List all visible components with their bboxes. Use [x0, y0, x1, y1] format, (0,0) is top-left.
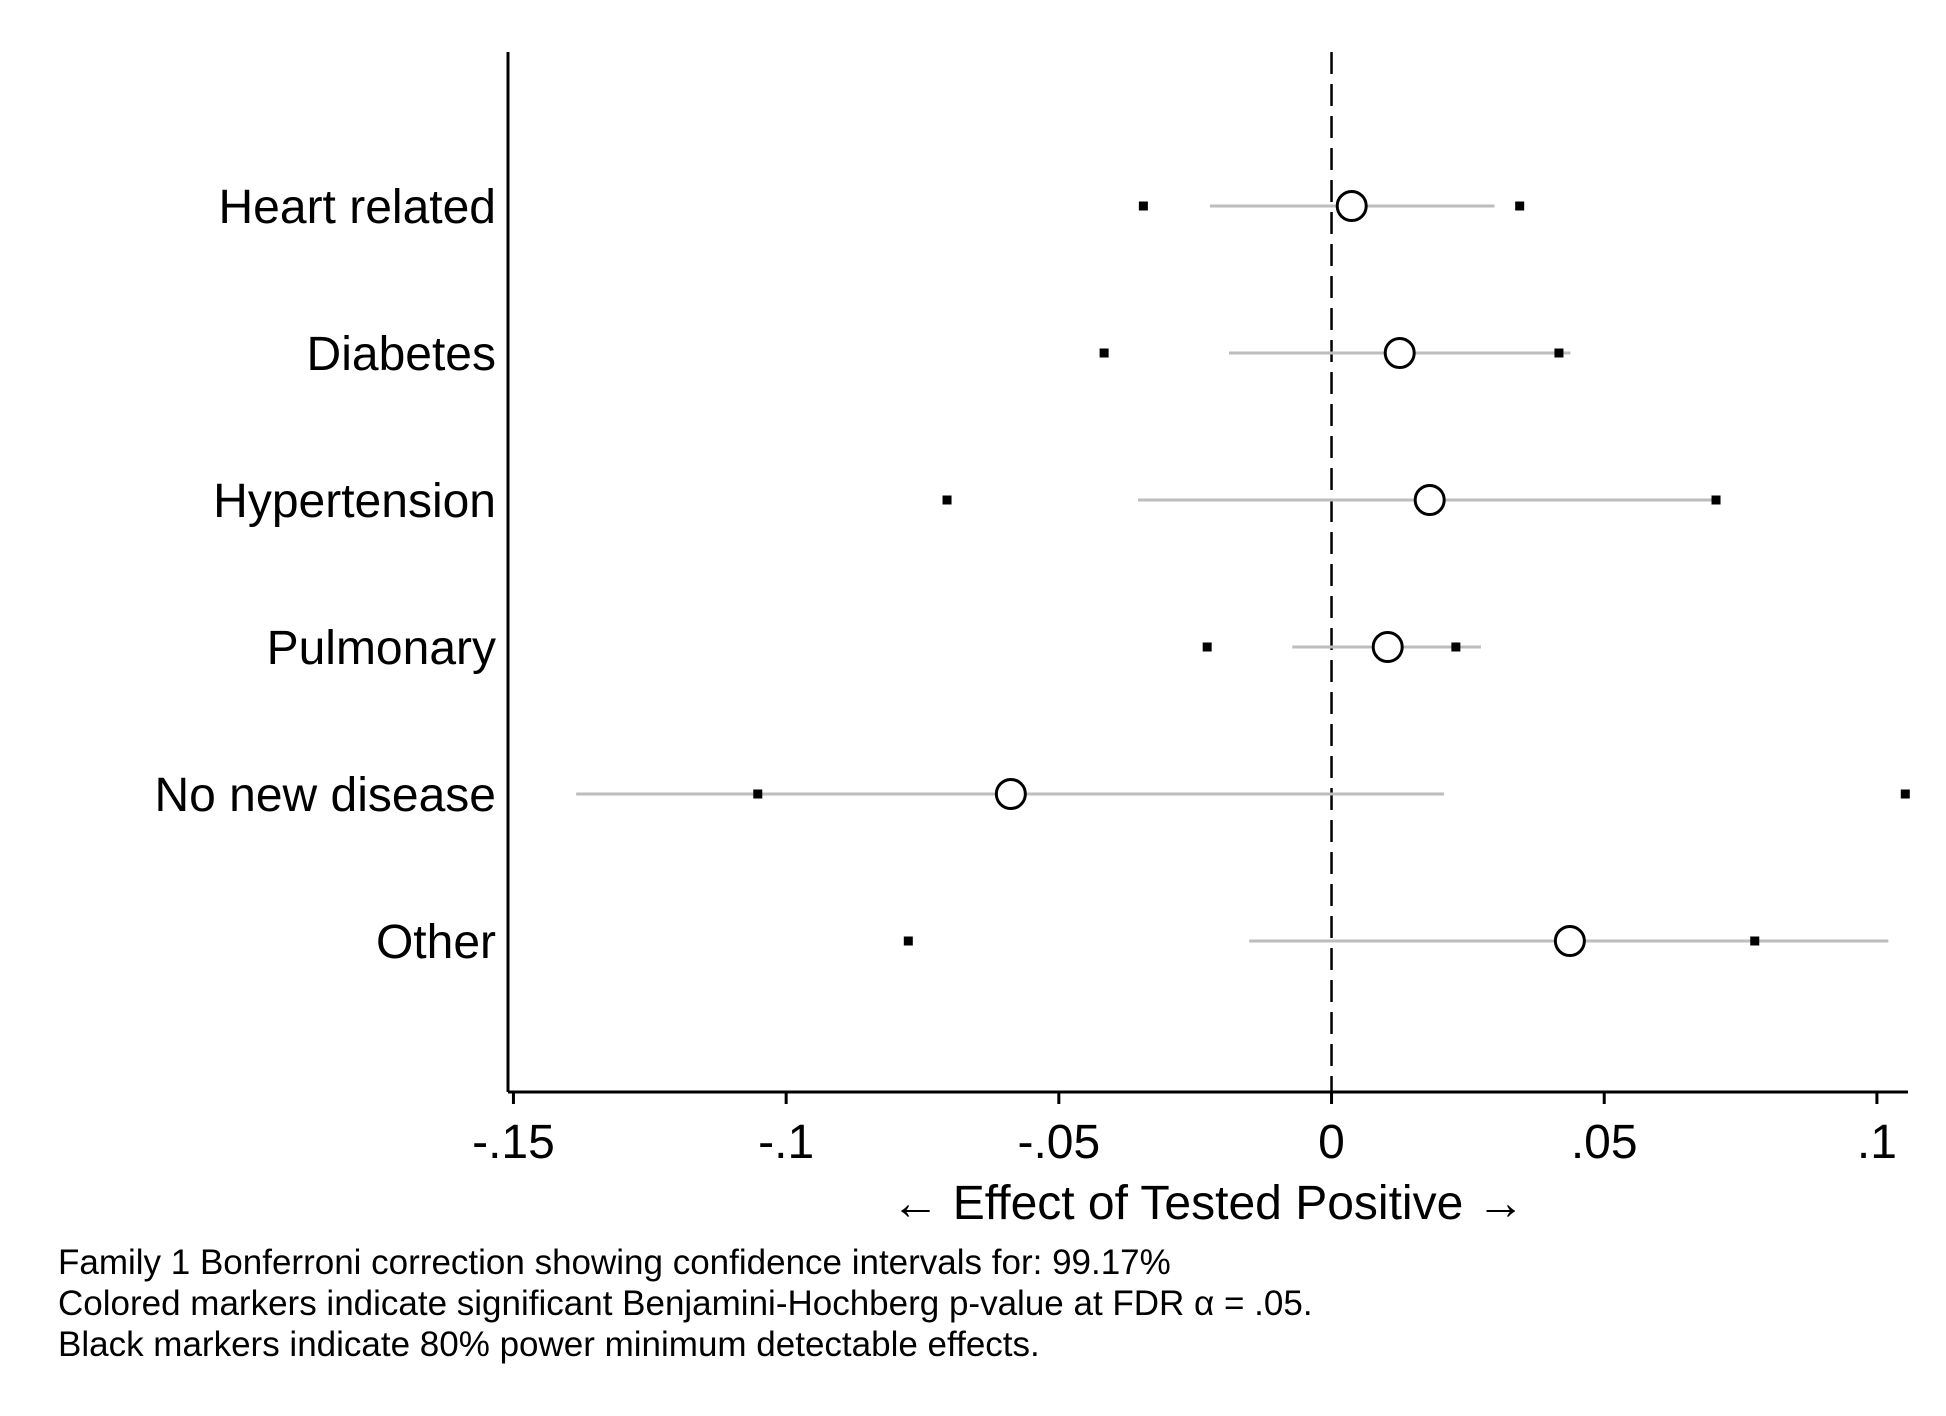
category-label: No new disease [154, 769, 496, 822]
mde-marker [1900, 789, 1910, 799]
x-axis-title: ← Effect of Tested Positive → [891, 1177, 1524, 1230]
estimate-marker [1413, 484, 1446, 516]
category-label: Pulmonary [267, 622, 496, 675]
mde-marker [1711, 495, 1721, 505]
x-tick-label: -.05 [1017, 1116, 1100, 1169]
mde-marker [1451, 642, 1461, 652]
estimate-marker [1553, 925, 1586, 957]
mde-marker [1750, 936, 1760, 946]
note-line: Colored markers indicate significant Ben… [58, 1284, 1313, 1323]
estimate-marker [1335, 190, 1368, 222]
estimate-marker [994, 778, 1027, 810]
category-label: Diabetes [307, 328, 496, 381]
category-label: Hypertension [213, 475, 496, 528]
note-line: Black markers indicate 80% power minimum… [58, 1325, 1040, 1364]
estimate-marker [1371, 631, 1404, 663]
x-tick-label: .05 [1571, 1116, 1638, 1169]
mde-marker [1515, 201, 1525, 211]
confidence-interval-layer [576, 204, 1889, 943]
mde-marker [903, 936, 913, 946]
mde-marker [1202, 642, 1212, 652]
x-tick-layer: -.15 -.1 -.05 0 .05 .1 [472, 1092, 1897, 1169]
minimum-detectable-effect-layer [753, 201, 1910, 946]
x-tick-label: 0 [1318, 1116, 1345, 1169]
category-label: Other [376, 916, 496, 969]
category-label: Heart related [219, 181, 496, 234]
x-tick-label: -.1 [758, 1116, 814, 1169]
mde-marker [1138, 201, 1148, 211]
estimate-layer [994, 190, 1586, 957]
x-tick-label: -.15 [472, 1116, 555, 1169]
mde-marker [753, 789, 763, 799]
x-tick-label: .1 [1857, 1116, 1897, 1169]
figure-notes: Family 1 Bonferroni correction showing c… [58, 1242, 1313, 1365]
mde-marker [1099, 348, 1109, 358]
estimate-marker [1383, 337, 1416, 369]
mde-marker [1554, 348, 1564, 358]
mde-marker [942, 495, 952, 505]
note-line: Family 1 Bonferroni correction showing c… [58, 1243, 1171, 1282]
category-label-layer: Heart related Diabetes Hypertension Pulmona… [154, 181, 496, 969]
